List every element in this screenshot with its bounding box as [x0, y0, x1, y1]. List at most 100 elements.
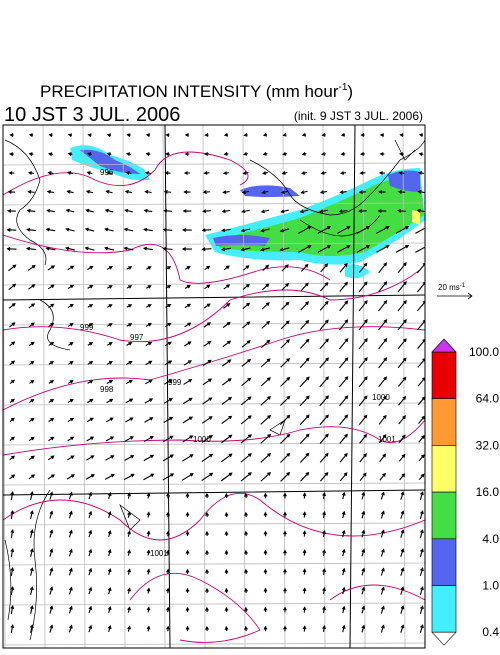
wind-arrow — [29, 379, 35, 384]
wind-arrow — [163, 416, 174, 423]
wind-arrow — [400, 510, 405, 519]
wind-arrow — [283, 530, 287, 537]
wind-arrow — [48, 398, 55, 403]
wind-arrow — [260, 433, 272, 444]
wind-arrow — [205, 625, 209, 632]
wind-arrow — [49, 529, 54, 538]
wind-arrow — [165, 304, 172, 308]
wind-arrow — [359, 171, 366, 175]
wind-arrow — [302, 492, 307, 499]
wind-arrow — [417, 377, 425, 387]
wind-arrow — [145, 133, 151, 138]
wind-arrow — [47, 265, 56, 271]
grid-line — [3, 402, 425, 406]
wind-arrow — [397, 319, 407, 331]
wind-arrow — [302, 511, 307, 518]
wind-arrow — [205, 492, 209, 499]
wind-arrow — [28, 284, 36, 290]
wind-arrow — [10, 509, 15, 520]
wind-arrow — [28, 303, 36, 309]
wind-arrow — [26, 208, 36, 213]
wind-arrow — [221, 228, 231, 233]
wind-arrow — [262, 152, 268, 156]
wind-arrow — [300, 282, 309, 292]
wind-arrow — [146, 568, 151, 575]
wind-arrow — [319, 190, 328, 195]
wind-arrow — [222, 359, 232, 367]
wind-arrow — [107, 568, 112, 576]
wind-arrow — [260, 247, 270, 252]
wind-arrow — [397, 300, 407, 312]
wind-arrow — [358, 338, 368, 350]
wind-arrow — [379, 453, 387, 463]
wind-arrow — [221, 396, 233, 405]
grid-line — [3, 442, 425, 446]
wind-arrow — [356, 245, 371, 253]
wind-arrow — [68, 342, 74, 346]
wind-arrow — [240, 453, 252, 463]
wind-arrow — [399, 133, 404, 137]
wind-arrow — [144, 189, 152, 194]
wind-arrow — [87, 304, 94, 308]
grid-line — [3, 522, 425, 526]
wind-arrow — [184, 284, 191, 289]
wind-arrow — [283, 625, 287, 632]
wind-arrow — [280, 471, 291, 482]
wind-arrow — [400, 491, 405, 500]
wind-arrow — [8, 302, 16, 309]
wind-arrow — [86, 455, 95, 461]
grid-line — [3, 642, 425, 646]
wind-arrow — [163, 208, 172, 213]
wind-arrow — [125, 398, 134, 404]
wind-arrow — [224, 568, 229, 575]
wind-arrow — [221, 415, 233, 425]
wind-arrow — [262, 264, 270, 271]
wind-arrow — [9, 474, 16, 480]
colorbar-label: 16.0 — [476, 485, 500, 499]
wind-arrow — [260, 377, 271, 387]
wind-arrow — [127, 587, 131, 594]
wind-arrow — [321, 152, 326, 156]
wind-arrow — [9, 133, 14, 137]
precip-area — [412, 210, 420, 225]
wind-arrow — [205, 568, 209, 575]
wind-arrow — [360, 133, 365, 137]
wind-arrow — [125, 379, 133, 385]
wind-arrow — [146, 266, 152, 270]
wind-arrow — [105, 417, 114, 423]
wind-arrow — [184, 133, 190, 137]
wind-arrow — [221, 378, 232, 386]
wind-arrow — [361, 491, 366, 500]
contour-label: 998 — [100, 385, 114, 394]
wind-arrow — [262, 132, 268, 137]
wind-arrow — [222, 321, 231, 328]
wind-arrow — [243, 132, 248, 137]
wind-arrow — [68, 567, 73, 576]
wind-arrow — [418, 473, 425, 480]
wind-arrow — [379, 152, 385, 156]
wind-arrow — [302, 625, 307, 632]
wind-arrow — [339, 171, 346, 175]
wind-arrow — [418, 133, 424, 138]
wind-arrow — [319, 209, 328, 214]
grid-line — [122, 125, 126, 648]
wind-arrow — [124, 436, 135, 442]
wind-arrow — [126, 266, 133, 270]
wind-arrow — [88, 586, 93, 595]
wind-arrow — [241, 340, 251, 348]
map: 996 999 997 998 999 1000 1000 1001 1001 — [3, 125, 425, 648]
wind-arrow — [220, 247, 232, 252]
wind-arrow — [419, 624, 424, 633]
grid-line — [3, 602, 425, 606]
wind-arrow — [87, 265, 94, 270]
wind-arrow — [27, 171, 34, 175]
wind-arrow — [181, 473, 194, 481]
wind-arrow — [399, 152, 404, 156]
wind-arrow — [205, 549, 209, 556]
wind-arrow — [380, 529, 385, 538]
wind-arrow — [262, 283, 270, 291]
wind-arrow — [10, 585, 15, 596]
wind-arrow — [126, 323, 133, 327]
wind-arrow — [127, 625, 131, 632]
